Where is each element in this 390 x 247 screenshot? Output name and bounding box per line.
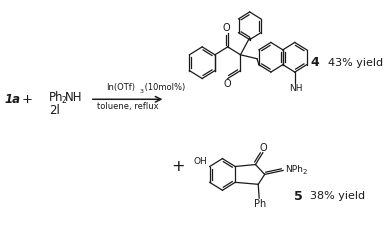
Text: O: O	[223, 23, 230, 33]
Text: toluene, reflux: toluene, reflux	[97, 102, 158, 111]
Text: 2: 2	[303, 169, 307, 175]
Text: 1a: 1a	[4, 93, 20, 106]
Text: +: +	[22, 93, 33, 106]
Text: 2l: 2l	[50, 104, 60, 117]
Text: NH: NH	[65, 91, 82, 104]
Text: NPh: NPh	[285, 165, 303, 174]
Text: 43% yield: 43% yield	[328, 58, 383, 68]
Text: 3: 3	[140, 89, 144, 94]
Text: OH: OH	[193, 157, 207, 166]
Text: 2: 2	[61, 96, 66, 105]
Text: Ph: Ph	[49, 91, 64, 104]
Text: NH: NH	[289, 84, 303, 93]
Text: O: O	[260, 143, 268, 153]
Text: +: +	[172, 159, 185, 174]
Text: In(OTf): In(OTf)	[106, 83, 135, 92]
Text: 38% yield: 38% yield	[310, 191, 365, 201]
Text: O: O	[224, 80, 232, 89]
Text: 5: 5	[294, 190, 302, 203]
Text: 4: 4	[310, 56, 319, 69]
Text: (10mol%): (10mol%)	[142, 83, 186, 92]
Text: Ph: Ph	[254, 199, 266, 209]
